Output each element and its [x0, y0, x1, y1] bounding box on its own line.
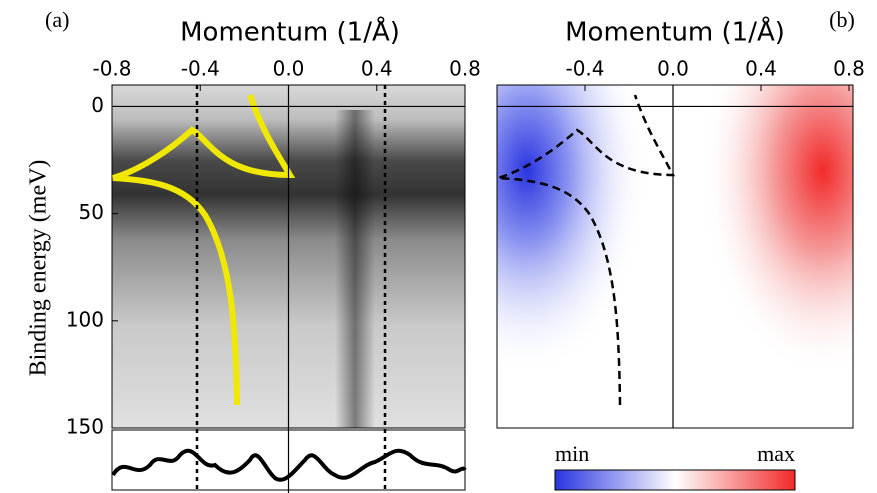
- x-tick-label: 0.0: [273, 57, 305, 81]
- x-tick-label: -0.4: [181, 57, 220, 81]
- profile-curve: [111, 448, 467, 482]
- panel-label: (a): [45, 7, 69, 32]
- x-tick-label: 0.8: [449, 57, 481, 81]
- colorbar: [554, 469, 796, 491]
- x-tick-label: 0.8: [833, 57, 865, 81]
- x-axis-title: Momentum (1/Å): [180, 16, 400, 48]
- band-curve: [112, 94, 296, 406]
- y-tick-label: 0: [91, 93, 104, 117]
- colorbar-label: min: [555, 441, 589, 466]
- positive-region: [650, 85, 853, 428]
- panel-label: (b): [829, 7, 855, 32]
- y-tick-label: 50: [79, 200, 104, 224]
- x-tick-label: 0.4: [745, 57, 777, 81]
- frame: [496, 84, 854, 429]
- x-tick-label: 0.4: [361, 57, 393, 81]
- colorbar-label: max: [757, 441, 795, 466]
- y-tick-label: 100: [66, 307, 104, 331]
- y-tick-label: 150: [66, 415, 104, 439]
- intensity-streak: [335, 110, 375, 428]
- x-tick-label: 0.0: [657, 57, 689, 81]
- x-tick-label: -0.8: [92, 57, 131, 81]
- x-tick-label: -0.4: [565, 57, 604, 81]
- x-axis-title: Momentum (1/Å): [565, 16, 785, 48]
- y-axis-title: Binding energy (meV): [26, 160, 52, 377]
